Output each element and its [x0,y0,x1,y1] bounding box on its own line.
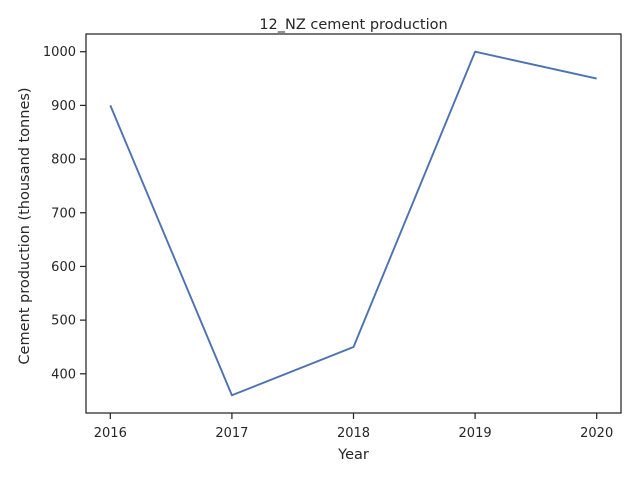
y-tick-label: 1000 [43,45,76,60]
y-tick-label: 700 [51,206,76,221]
series-line [109,50,597,397]
x-tick-label: 2020 [580,426,613,441]
x-tick-label: 2016 [94,426,127,441]
y-axis: 400 500 600 700 800 900 1000 [43,45,86,382]
y-tick-label: 400 [51,367,76,382]
axes-frame [85,33,622,414]
x-tick-label: 2018 [337,426,370,441]
x-tick-label: 2019 [459,426,492,441]
y-tick-label: 500 [51,314,76,329]
y-tick-label: 600 [51,260,76,275]
x-tick-label: 2017 [215,426,248,441]
y-tick-label: 800 [51,153,76,168]
plot-area [109,50,597,397]
y-tick-label: 900 [51,99,76,114]
x-axis: 2016 2017 2018 2019 2020 [94,413,613,441]
x-axis-label: Year [337,447,369,463]
chart-title: 12_NZ cement production [259,17,447,33]
y-axis-label: Cement production (thousand tonnes) [17,87,33,364]
